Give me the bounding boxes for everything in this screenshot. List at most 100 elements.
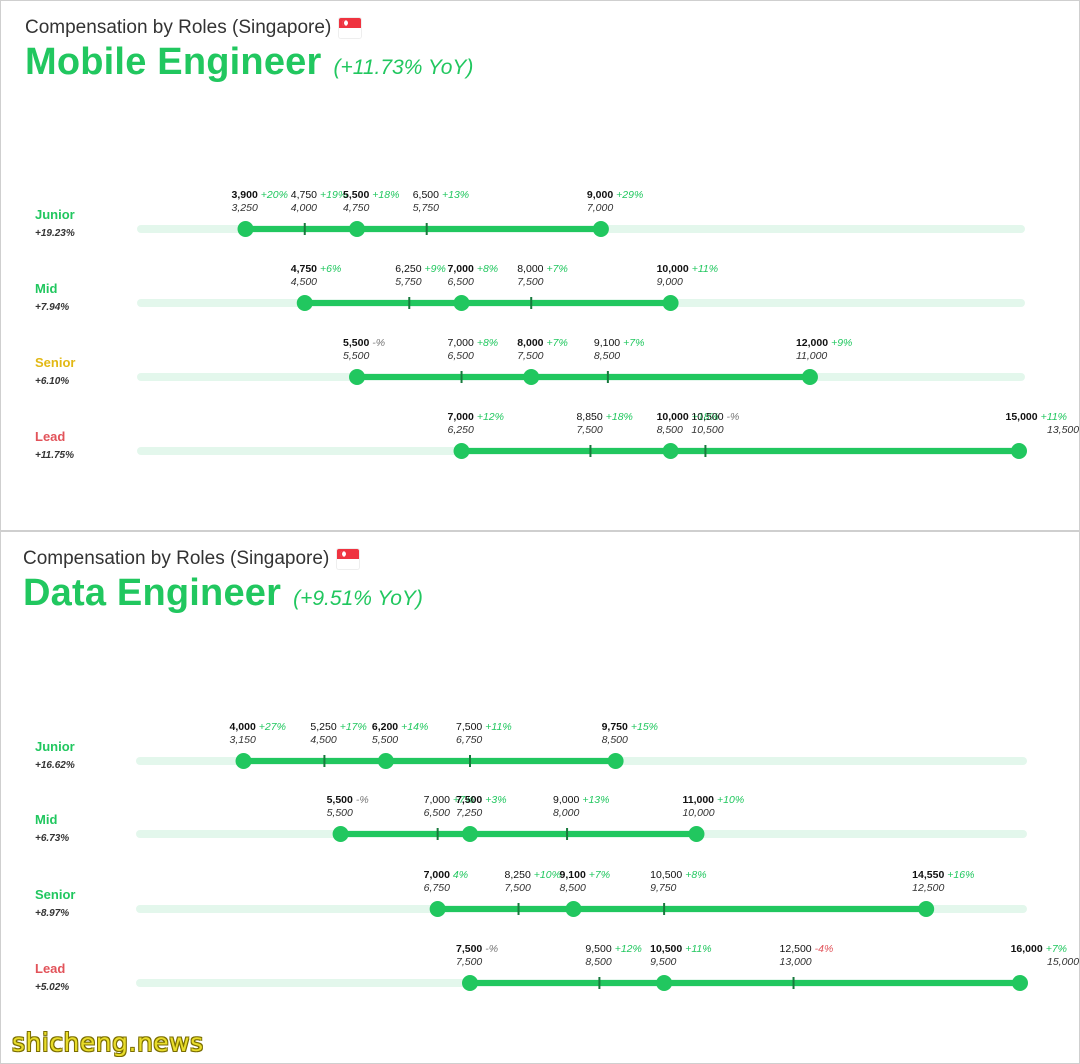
point-change: +14% [401, 721, 428, 733]
row-lead: Lead +11.75% 7,000 +12%6,250 8,850 +18% 7,500 1… [35, 411, 1079, 461]
point-label: 9,000 +13% [553, 794, 609, 806]
level-change: +8.97% [35, 908, 69, 919]
point-change: 4% [453, 869, 468, 881]
point-value: 7,500 [456, 943, 482, 955]
point-label: 12,500 -4% [780, 943, 834, 955]
median-dot [453, 295, 470, 311]
level-label: Mid [35, 812, 57, 827]
point-previous: 7,500 [456, 956, 482, 968]
point-value: 10,000 [657, 411, 689, 423]
point-label: 8,250 +10% [505, 869, 561, 881]
point-change: +18% [606, 411, 633, 423]
panel-subtitle: Compensation by Roles (Singapore) [25, 17, 332, 38]
point-change: +7% [547, 337, 568, 349]
end-dot [607, 753, 624, 769]
title-row: Data Engineer (+9.51% YoY) [23, 572, 423, 615]
level-label: Junior [35, 739, 75, 754]
point-previous: 6,500 [448, 350, 474, 362]
point-value: 9,500 [585, 943, 611, 955]
level-label: Lead [35, 429, 65, 444]
point-previous: 8,000 [553, 807, 579, 819]
point-change: +12% [477, 411, 504, 423]
point-change: +6% [320, 263, 341, 275]
point-value: 14,550 [912, 869, 944, 881]
point-previous: 10,000 [682, 807, 714, 819]
level-change: +19.23% [35, 228, 75, 239]
end-dot [662, 295, 679, 311]
point-value: 16,000 [1011, 943, 1043, 955]
point-change: -% [356, 794, 369, 806]
yoy-change: (+11.73% YoY) [333, 56, 474, 79]
row-junior: Junior +19.23% 3,900 +20%3,250 4,750 +19%4,00… [35, 189, 1025, 239]
point-label: 7,500 +11% [456, 721, 512, 733]
title-row: Mobile Engineer (+11.73% YoY) [25, 41, 473, 84]
point-change: +27% [259, 721, 286, 733]
point-change: +7% [547, 263, 568, 275]
median-dot [462, 826, 478, 842]
point-previous: 9,000 [657, 276, 683, 288]
point-change: +8% [477, 263, 498, 275]
level-label: Mid [35, 281, 57, 296]
point-value: 4,000 [230, 721, 256, 733]
point-change: +13% [442, 189, 469, 201]
point-label: 10,500 +8% [650, 869, 706, 881]
point-previous: 8,500 [594, 350, 620, 362]
point-previous: 4,500 [291, 276, 317, 288]
point-value: 3,900 [232, 189, 258, 201]
point-value: 6,200 [372, 721, 398, 733]
point-value: 10,000 [657, 263, 689, 275]
row-lead: Lead +5.02% 7,500 -%7,500 9,500 +12% 8,500 10,5… [35, 943, 1079, 993]
level-change: +6.10% [35, 376, 69, 387]
point-value: 4,750 [291, 263, 317, 275]
point-label: 7,000 +8% [448, 337, 499, 349]
point-value: 5,500 [343, 189, 369, 201]
end-dot [1011, 443, 1027, 459]
point-label: 7,000 +8% [448, 263, 499, 275]
point-change: -% [372, 337, 385, 349]
point-previous: 8,500 [657, 424, 683, 436]
point-label: 5,500 -% [327, 794, 369, 806]
point-previous: 4,750 [343, 202, 369, 214]
point-change: +11% [685, 943, 711, 955]
point-previous: 7,000 [587, 202, 613, 214]
end-dot [1012, 975, 1028, 991]
yoy-change: (+9.51% YoY) [293, 587, 423, 610]
point-value: 5,500 [343, 337, 369, 349]
point-label: 9,100 +7% [560, 869, 611, 881]
point-value: 8,850 [576, 411, 602, 423]
point-previous: 7,500 [517, 276, 543, 288]
level-label: Senior [35, 887, 75, 902]
point-previous: 6,250 [448, 424, 474, 436]
point-change: -% [485, 943, 498, 955]
point-value: 7,000 [424, 794, 450, 806]
point-previous: 7,500 [517, 350, 543, 362]
point-previous: 6,750 [424, 882, 450, 894]
median-dot [662, 443, 679, 459]
row-senior: Senior +6.10% 5,500 -%5,500 7,000 +8%6,500 8,0… [35, 337, 1025, 387]
point-label: 7,500 +3% [456, 794, 507, 806]
point-label: 6,200 +14% [372, 721, 428, 733]
point-previous: 5,750 [413, 202, 439, 214]
row-mid: Mid +7.94% 4,750 +6%4,500 6,250 +9% 5,750 7,000… [35, 263, 1025, 313]
point-change: +7% [1046, 943, 1067, 955]
point-label: 12,000 +9% [796, 337, 852, 349]
point-change: +9% [831, 337, 852, 349]
point-label: 6,500 +13% [413, 189, 469, 201]
point-label: 4,000 +27% [230, 721, 286, 733]
end-dot [237, 221, 254, 237]
point-previous: 7,500 [505, 882, 531, 894]
singapore-flag-icon [337, 549, 360, 569]
point-previous: 4,500 [310, 734, 336, 746]
end-dot [235, 753, 252, 769]
row-junior: Junior +16.62% 4,000 +27%3,150 5,250 +17% 4,50… [35, 721, 1027, 771]
point-value: 9,000 [587, 189, 613, 201]
point-change: +8% [685, 869, 706, 881]
row-senior: Senior +8.97% 7,000 4%6,750 8,250 +10%7,500 9,… [35, 869, 1027, 919]
point-label: 10,000 +18% [657, 411, 719, 423]
point-value: 9,000 [553, 794, 579, 806]
point-previous: 8,500 [602, 734, 628, 746]
point-previous: 11,000 [796, 350, 827, 362]
point-label: 9,500 +12% [585, 943, 641, 955]
